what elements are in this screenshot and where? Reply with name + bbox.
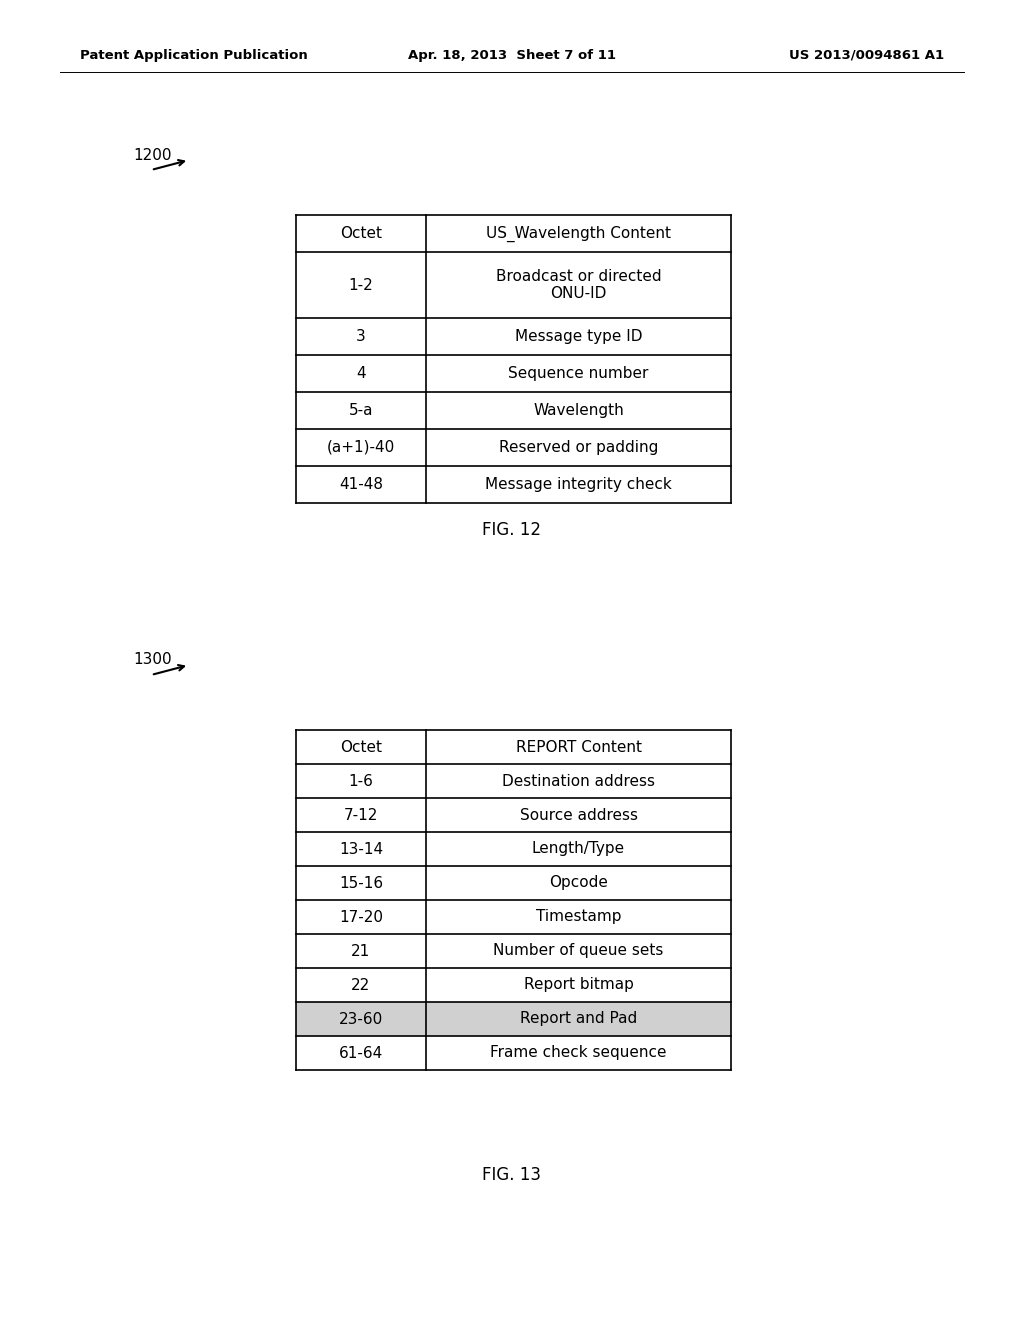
Bar xyxy=(296,466,731,503)
Bar xyxy=(296,1002,731,1036)
Text: 22: 22 xyxy=(351,978,371,993)
Text: Report bitmap: Report bitmap xyxy=(523,978,634,993)
Text: Message type ID: Message type ID xyxy=(515,329,642,345)
Bar xyxy=(296,1036,731,1071)
Bar xyxy=(296,252,731,318)
Text: Wavelength: Wavelength xyxy=(534,403,624,418)
Text: Patent Application Publication: Patent Application Publication xyxy=(80,49,308,62)
Bar xyxy=(296,429,731,466)
Bar xyxy=(296,968,731,1002)
Text: Frame check sequence: Frame check sequence xyxy=(490,1045,667,1060)
Text: 15-16: 15-16 xyxy=(339,875,383,891)
Text: 3: 3 xyxy=(356,329,366,345)
Text: 1-2: 1-2 xyxy=(348,277,374,293)
Text: FIG. 12: FIG. 12 xyxy=(482,521,542,539)
Bar xyxy=(296,215,731,252)
Bar xyxy=(296,355,731,392)
Text: 1-6: 1-6 xyxy=(348,774,374,788)
Text: Number of queue sets: Number of queue sets xyxy=(494,944,664,958)
Text: 41-48: 41-48 xyxy=(339,477,383,492)
Bar xyxy=(296,866,731,900)
Text: FIG. 13: FIG. 13 xyxy=(482,1166,542,1184)
Bar xyxy=(296,935,731,968)
Bar xyxy=(296,832,731,866)
Bar xyxy=(296,764,731,799)
Text: 61-64: 61-64 xyxy=(339,1045,383,1060)
Text: Broadcast or directed
ONU-ID: Broadcast or directed ONU-ID xyxy=(496,269,662,301)
Text: Length/Type: Length/Type xyxy=(531,842,625,857)
Bar xyxy=(296,318,731,355)
Text: US_Wavelength Content: US_Wavelength Content xyxy=(486,226,671,242)
Bar xyxy=(296,392,731,429)
Text: 23-60: 23-60 xyxy=(339,1011,383,1027)
Text: Destination address: Destination address xyxy=(502,774,655,788)
Text: Reserved or padding: Reserved or padding xyxy=(499,440,658,455)
Text: 7-12: 7-12 xyxy=(344,808,378,822)
Text: REPORT Content: REPORT Content xyxy=(515,739,641,755)
Text: (a+1)-40: (a+1)-40 xyxy=(327,440,395,455)
Text: Apr. 18, 2013  Sheet 7 of 11: Apr. 18, 2013 Sheet 7 of 11 xyxy=(408,49,616,62)
Bar xyxy=(296,900,731,935)
Text: 4: 4 xyxy=(356,366,366,381)
Text: Opcode: Opcode xyxy=(549,875,608,891)
Text: Message integrity check: Message integrity check xyxy=(485,477,672,492)
Text: Source address: Source address xyxy=(519,808,638,822)
Text: 1200: 1200 xyxy=(133,148,171,162)
Text: Report and Pad: Report and Pad xyxy=(520,1011,637,1027)
Text: 5-a: 5-a xyxy=(349,403,374,418)
Text: 17-20: 17-20 xyxy=(339,909,383,924)
Text: 21: 21 xyxy=(351,944,371,958)
Text: 13-14: 13-14 xyxy=(339,842,383,857)
Text: Octet: Octet xyxy=(340,739,382,755)
Text: US 2013/0094861 A1: US 2013/0094861 A1 xyxy=(788,49,944,62)
Text: 1300: 1300 xyxy=(133,652,172,668)
Bar xyxy=(296,799,731,832)
Text: Sequence number: Sequence number xyxy=(508,366,648,381)
Bar xyxy=(296,730,731,764)
Text: Octet: Octet xyxy=(340,226,382,242)
Text: Timestamp: Timestamp xyxy=(536,909,622,924)
